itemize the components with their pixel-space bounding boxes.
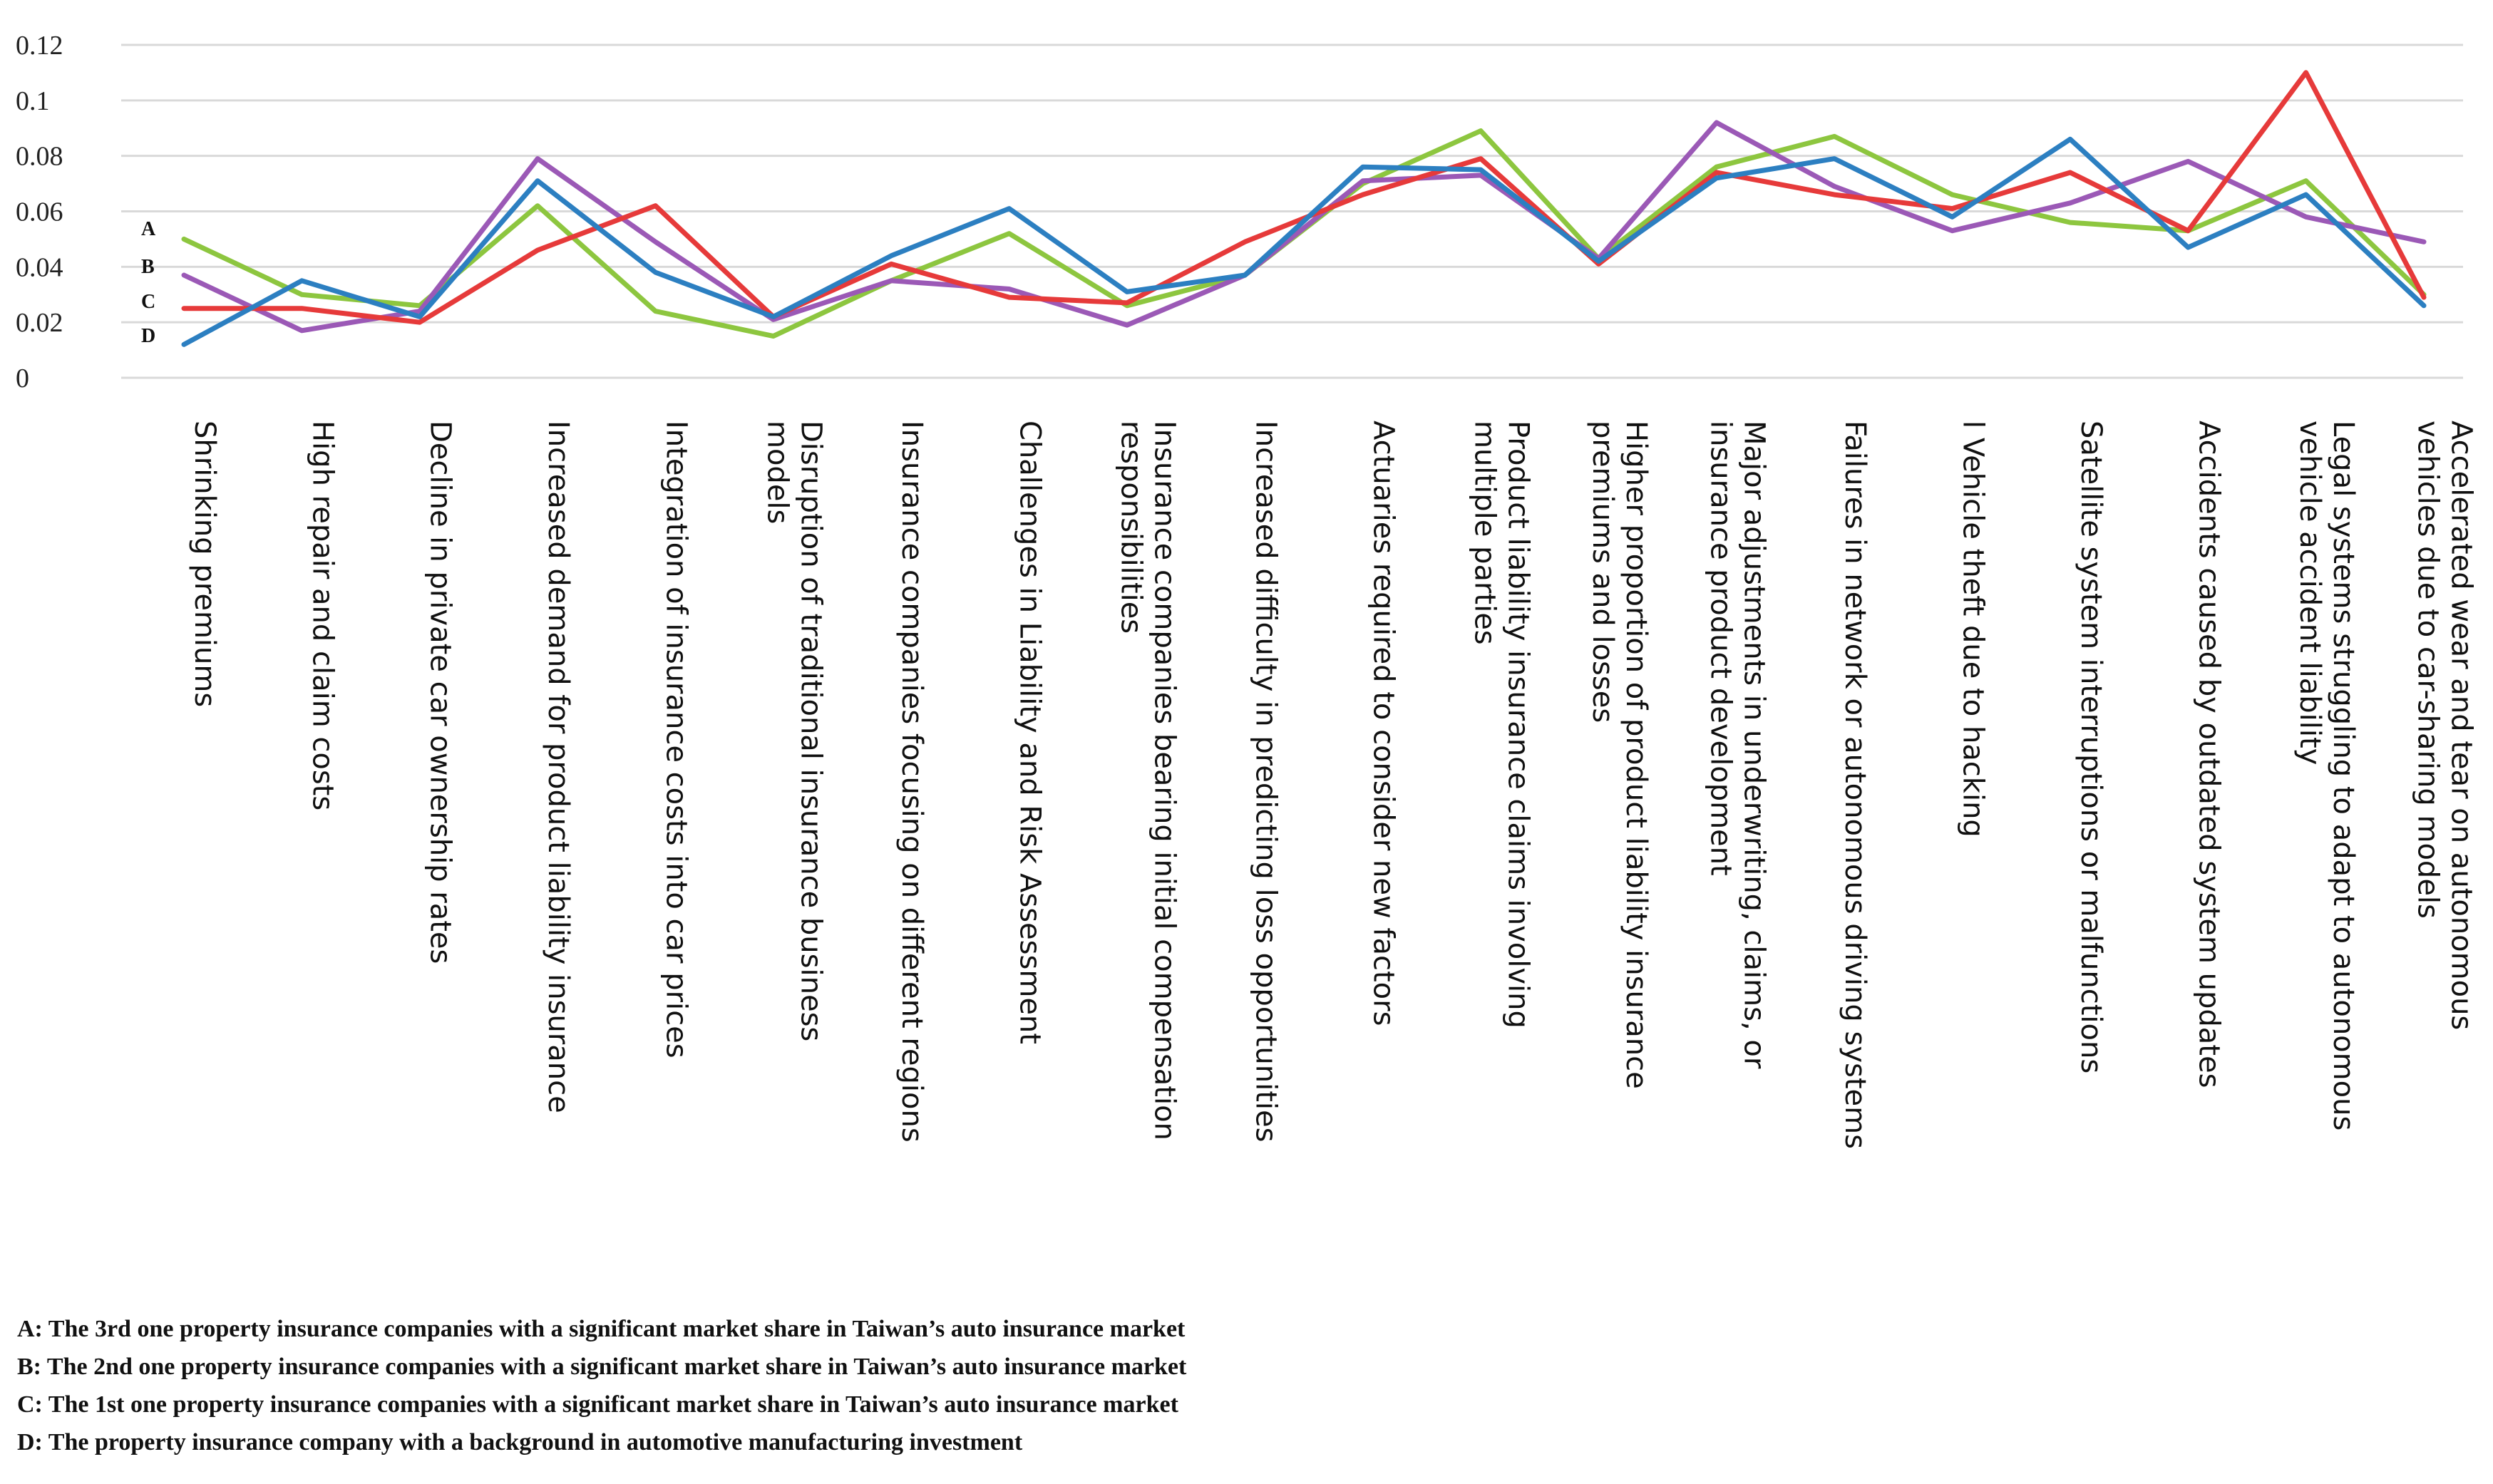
x-tick-label: Higher proportion of product liability i… [1586, 421, 1652, 1089]
x-tick-label-line: High repair and claim costs [306, 421, 339, 810]
y-tick-label: 0.06 [16, 197, 63, 227]
x-tick-label-line: Integration of insurance costs into car … [659, 421, 692, 1058]
x-tick-label-line: Accidents caused by outdated system upda… [2192, 421, 2225, 1088]
x-tick-label: Accidents caused by outdated system upda… [2192, 421, 2225, 1088]
y-tick-label: 0.1 [16, 86, 50, 116]
y-axis-ticks: 0 0.02 0.04 0.06 0.08 0.1 0.12 [16, 31, 63, 393]
y-tick-label: 0.02 [16, 308, 63, 338]
series-line-a [181, 128, 2427, 339]
note-d: D: The property insurance company with a… [17, 1429, 1023, 1455]
note-a: A: The 3rd one property insurance compan… [17, 1316, 1186, 1342]
series-label-a: A [141, 218, 156, 240]
x-tick-label-line: Failures in network or autonomous drivin… [1839, 421, 1871, 1149]
x-tick-label: Accelerated wear and tear on autonomousv… [2412, 421, 2478, 1030]
note-b: B: The 2nd one property insurance compan… [17, 1354, 1187, 1380]
x-tick-label: Satellite system interruptions or malfun… [2075, 421, 2107, 1073]
x-tick-label: Increased demand for product liability i… [542, 421, 575, 1113]
x-tick-label: Insurance companies bearing initial comp… [1114, 421, 1181, 1140]
series-lines [181, 70, 2427, 347]
x-tick-label: Decline in private car ownership rates [424, 421, 457, 964]
series-notes: A: The 3rd one property insurance compan… [17, 1310, 2441, 1461]
series-line-b [181, 120, 2427, 334]
x-tick-label-line: Actuaries required to consider new facto… [1367, 421, 1400, 1026]
x-tick-label: Failures in network or autonomous drivin… [1839, 421, 1871, 1149]
x-axis-labels: Shrinking premiums High repair and claim … [188, 421, 2478, 1149]
x-tick-label-line: Insurance companies focusing on differen… [895, 421, 928, 1143]
x-tick-label-line: l Vehicle theft due to hacking [1957, 421, 1990, 838]
x-tick-label-line: premiums and losses [1586, 421, 1619, 723]
y-tick-label: 0.12 [16, 31, 63, 61]
x-tick-label: High repair and claim costs [306, 421, 339, 810]
series-label-b: B [141, 256, 155, 278]
x-tick-label-line: Disruption of traditional insurance busi… [794, 421, 827, 1041]
x-tick-label-line: Challenges in Liability and Risk Assessm… [1014, 421, 1047, 1044]
x-tick-label-line: Product liability insurance claims invol… [1502, 421, 1535, 1029]
y-tick-label: 0 [16, 364, 29, 393]
x-tick-label-line: multiple parties [1469, 421, 1501, 645]
x-tick-label-line: Increased difficulty in predicting loss … [1249, 421, 1282, 1142]
series-label-c: C [141, 291, 155, 313]
x-tick-label: Integration of insurance costs into car … [659, 421, 692, 1058]
x-tick-label: Major adjustments in underwriting, claim… [1704, 421, 1770, 1069]
x-tick-label: Insurance companies focusing on differen… [895, 421, 928, 1143]
y-tick-label: 0.04 [16, 252, 63, 282]
x-tick-label-line: Legal systems struggling to adapt to aut… [2327, 421, 2360, 1130]
series-label-d: D [141, 325, 155, 347]
x-tick-label-line: Satellite system interruptions or malfun… [2075, 421, 2107, 1073]
y-tick-label: 0.08 [16, 142, 63, 172]
x-tick-label-line: Insurance companies bearing initial comp… [1148, 421, 1181, 1140]
x-tick-label-line: insurance product development [1704, 421, 1737, 876]
x-tick-label-line: Shrinking premiums [188, 421, 221, 707]
x-tick-label-line: vehicle accident liability [2293, 421, 2326, 765]
x-tick-label: Legal systems struggling to adapt to aut… [2293, 421, 2360, 1130]
x-tick-label: Disruption of traditional insurance busi… [761, 421, 827, 1041]
x-tick-label-line: models [761, 421, 793, 524]
x-tick-label: Challenges in Liability and Risk Assessm… [1014, 421, 1047, 1044]
x-tick-label-line: vehicles due to car-sharing models [2412, 421, 2445, 919]
x-tick-label-line: Decline in private car ownership rates [424, 421, 457, 964]
gridlines [121, 43, 2463, 379]
x-tick-label: Increased difficulty in predicting loss … [1249, 421, 1282, 1142]
series-line-d [181, 136, 2427, 347]
note-c: C: The 1st one property insurance compan… [17, 1391, 1178, 1418]
x-tick-label: Shrinking premiums [188, 421, 221, 707]
x-tick-label-line: Higher proportion of product liability i… [1620, 421, 1652, 1089]
x-tick-label-line: Accelerated wear and tear on autonomous [2445, 421, 2478, 1030]
x-tick-label: Product liability insurance claims invol… [1469, 421, 1535, 1029]
x-tick-label: l Vehicle theft due to hacking [1957, 421, 1990, 838]
x-tick-label-line: Increased demand for product liability i… [542, 421, 575, 1113]
x-tick-label-line: Major adjustments in underwriting, claim… [1737, 421, 1770, 1069]
x-tick-label-line: responsibilities [1114, 421, 1147, 634]
x-tick-label: Actuaries required to consider new facto… [1367, 421, 1400, 1026]
